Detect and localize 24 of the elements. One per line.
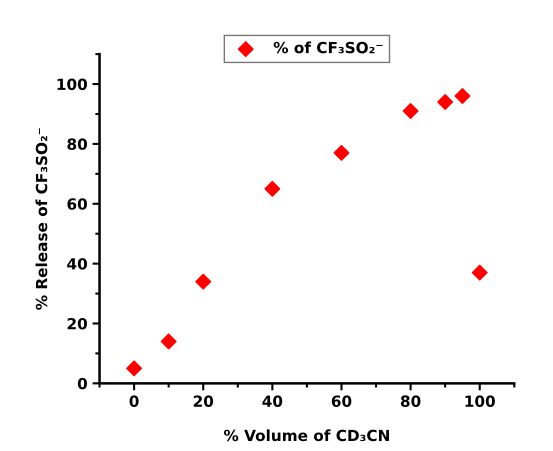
x-tick-label: 80	[400, 395, 420, 407]
x-axis-title: % Volume of CD₃CN	[224, 429, 389, 442]
point	[437, 94, 454, 110]
x-tick-label: 20	[194, 395, 214, 407]
point	[195, 274, 212, 290]
y-tick-label: 0	[78, 378, 88, 390]
x-tick-label: 60	[332, 395, 352, 407]
legend-label: % of CF₃SO₂⁻	[274, 42, 382, 54]
x-tick-label: 100	[466, 395, 495, 407]
y-tick-label: 100	[58, 78, 88, 90]
point	[334, 144, 350, 161]
x-tick-label: 40	[262, 395, 282, 407]
point	[160, 333, 177, 350]
point	[454, 88, 470, 104]
y-tick-label: 40	[67, 258, 88, 270]
point	[472, 264, 488, 281]
point	[264, 180, 280, 197]
point	[402, 103, 419, 119]
point	[126, 360, 142, 376]
y-tick-label: 20	[68, 318, 88, 330]
y-tick-label: 60	[67, 198, 88, 210]
x-tick-label: 0	[130, 395, 139, 407]
y-axis-title: % Release of CF₃SO₂⁻	[36, 128, 48, 310]
y-tick-label: 80	[67, 138, 88, 150]
